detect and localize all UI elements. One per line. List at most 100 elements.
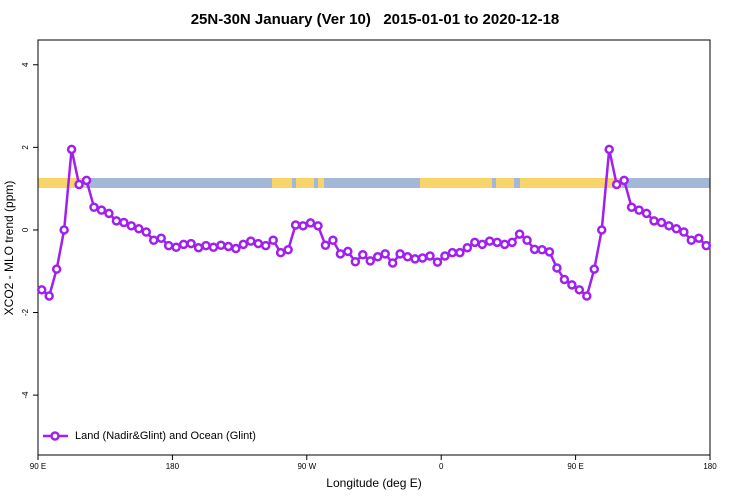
data-point bbox=[208, 242, 219, 253]
x-tick-label: 90 E bbox=[567, 462, 583, 471]
data-point bbox=[111, 216, 122, 226]
data-point bbox=[246, 236, 256, 246]
data-point bbox=[611, 179, 622, 190]
data-point bbox=[51, 264, 62, 274]
data-point bbox=[186, 238, 196, 249]
data-point bbox=[507, 237, 517, 248]
data-point bbox=[671, 223, 682, 234]
data-point bbox=[432, 257, 443, 267]
data-point bbox=[664, 221, 674, 231]
legend-marker bbox=[50, 431, 60, 441]
data-point bbox=[343, 246, 353, 257]
data-point bbox=[410, 254, 420, 264]
data-point bbox=[484, 236, 495, 246]
data-point bbox=[223, 241, 234, 252]
data-point bbox=[74, 179, 84, 190]
data-point bbox=[656, 217, 667, 228]
data-point bbox=[596, 225, 607, 235]
data-point bbox=[275, 247, 286, 258]
data-point bbox=[395, 249, 405, 259]
x-tick-label: 180 bbox=[166, 462, 180, 471]
data-point bbox=[201, 240, 211, 251]
data-point bbox=[283, 245, 293, 255]
data-point bbox=[619, 175, 629, 186]
data-point bbox=[171, 242, 181, 253]
data-point bbox=[537, 245, 547, 255]
data-point bbox=[477, 239, 488, 250]
data-point bbox=[417, 253, 428, 263]
data-point bbox=[425, 251, 435, 261]
plot-frame bbox=[37, 39, 711, 456]
data-point bbox=[126, 221, 137, 231]
data-point bbox=[626, 202, 637, 212]
data-point bbox=[59, 225, 69, 235]
data-point bbox=[216, 240, 226, 250]
y-tick-label: 4 bbox=[21, 62, 30, 67]
land-ocean-strip bbox=[38, 178, 710, 188]
data-point bbox=[686, 235, 697, 246]
data-point bbox=[589, 264, 600, 274]
data-point bbox=[36, 285, 47, 295]
data-point bbox=[574, 285, 585, 295]
series-line bbox=[40, 149, 708, 299]
x-tick-label: 0 bbox=[439, 462, 444, 471]
data-point bbox=[402, 252, 413, 262]
data-point bbox=[260, 240, 271, 251]
x-tick-label: 90 E bbox=[30, 462, 46, 471]
data-point bbox=[320, 240, 331, 250]
data-point bbox=[567, 280, 577, 290]
y-tick-label: -4 bbox=[21, 391, 30, 399]
data-point bbox=[163, 240, 174, 251]
data-point bbox=[313, 221, 323, 231]
data-point bbox=[529, 244, 540, 255]
data-point bbox=[387, 258, 398, 268]
x-tick-label: 90 W bbox=[297, 462, 316, 471]
data-point bbox=[350, 256, 361, 267]
data-point bbox=[499, 239, 510, 250]
data-point bbox=[178, 239, 189, 250]
y-axis-label: XCO2 - MLO trend (ppm) bbox=[2, 181, 16, 316]
data-point bbox=[89, 202, 99, 212]
x-axis-label: Longitude (deg E) bbox=[326, 476, 421, 490]
data-point bbox=[358, 249, 368, 260]
data-point bbox=[462, 242, 473, 253]
data-point bbox=[231, 243, 241, 254]
y-tick-label: 0 bbox=[21, 227, 30, 232]
data-point bbox=[66, 144, 77, 155]
data-point bbox=[268, 235, 278, 246]
data-point bbox=[119, 217, 129, 228]
data-point bbox=[701, 240, 712, 251]
data-point bbox=[305, 218, 316, 228]
data-point bbox=[552, 263, 562, 273]
legend-label: Land (Nadir&Glint) and Ocean (Glint) bbox=[75, 430, 256, 442]
data-point bbox=[544, 247, 555, 257]
data-point bbox=[96, 205, 107, 215]
data-point bbox=[492, 237, 502, 248]
data-point bbox=[634, 205, 644, 215]
data-point bbox=[134, 223, 144, 234]
data-point bbox=[156, 233, 166, 243]
data-point bbox=[141, 227, 152, 237]
data-point bbox=[649, 216, 659, 226]
data-point bbox=[290, 220, 301, 230]
data-point bbox=[694, 233, 704, 243]
data-point bbox=[44, 291, 54, 301]
x-tick-label: 180 bbox=[703, 462, 717, 471]
data-point bbox=[81, 175, 92, 186]
data-point bbox=[641, 208, 652, 219]
data-point bbox=[604, 144, 614, 155]
data-point bbox=[582, 291, 592, 301]
data-point bbox=[298, 221, 308, 231]
data-point bbox=[253, 238, 264, 249]
data-point bbox=[193, 242, 204, 253]
data-point bbox=[328, 235, 338, 246]
data-point bbox=[679, 227, 689, 237]
data-point bbox=[470, 237, 480, 248]
data-point bbox=[148, 235, 159, 246]
data-point bbox=[380, 249, 390, 259]
data-point bbox=[365, 256, 376, 266]
data-point bbox=[372, 252, 383, 262]
y-tick-label: -2 bbox=[21, 308, 30, 316]
data-point bbox=[455, 247, 465, 258]
